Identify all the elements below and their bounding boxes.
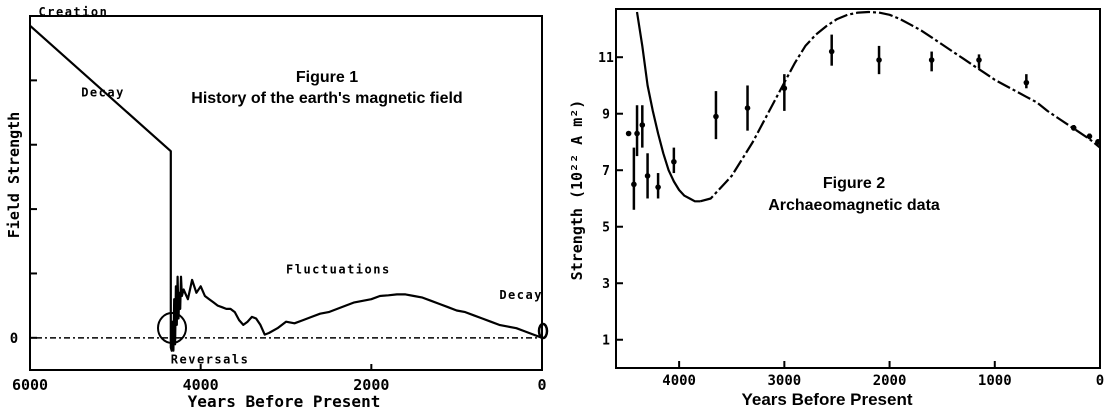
figure-1-annotation: Creation [39,5,109,19]
data-point [644,173,651,179]
figure-2-x-tick-label: 2000 [873,373,907,389]
field-strength-line [29,24,543,352]
figure-2-y-tick-label: 1 [602,334,610,349]
figure-1-annotation: Decay [81,85,125,99]
figure-2-x-ticks: 4000 3000 2000 1000 0 [662,361,1104,389]
figure-1-x-ticks: 6000 4000 2000 0 [12,364,547,394]
data-point [928,57,935,63]
figure-2-y-tick-label: 7 [602,164,610,179]
present-zero-marker [537,322,549,340]
figure-1-x-tick-label: 0 [537,376,546,394]
figure-1-x-tick-label: 4000 [183,376,219,394]
figure-2-x-tick-label: 4000 [662,373,696,389]
figure-2-y-tick-label: 3 [602,277,610,292]
data-point [781,85,788,92]
figure-1-series [29,24,543,352]
data-point [744,105,751,111]
data-point [1023,79,1030,86]
figure-2-y-tick-label: 11 [598,51,614,66]
figure-1-plot-frame [29,15,543,371]
early-model-curve [635,11,701,203]
data-point [713,113,719,120]
data-point [876,57,882,63]
figure-1-y-tick-label: 0 [10,331,18,347]
data-point [671,158,677,165]
figure-2: 4000 3000 2000 1000 0 1 3 5 7 9 11 Figure 2 Archa… [568,8,1104,409]
figure-2-title: Figure 2 [823,175,885,192]
figure-1-y-ticks: 0 [10,79,37,347]
figure-1-x-tick-label: 6000 [12,376,48,394]
figure-2-y-axis-label: Strength (10²² A m²) [568,100,586,281]
model-curve [699,10,1101,203]
figure-2-series [635,10,1101,203]
data-point [1070,125,1077,131]
reversals-highlight-circle [157,312,187,344]
figure-1-annotation: Fluctuations [286,262,391,276]
figure-1-annotation: Decay [499,288,543,302]
figure-2-x-tick-label: 3000 [767,373,801,389]
figure-1-annotations: Creation Decay Fluctuations Decay Reversals [39,5,543,367]
data-point [1095,139,1101,145]
data-point [639,122,646,128]
figure-2-x-tick-label: 0 [1096,373,1104,389]
figure-2-x-axis-label: Years Before Present [741,390,912,409]
data-point [655,184,661,190]
figure-1-title: Figure 1 [296,69,358,86]
data-point [625,130,632,137]
figure-1-annotation: Reversals [171,353,250,367]
figure-2-y-tick-label: 5 [602,221,610,236]
figure-2-x-tick-label: 1000 [978,373,1012,389]
figure-2-plot-frame [615,8,1101,369]
data-point [828,48,835,55]
figure-1-x-tick-label: 2000 [353,376,389,394]
figure-1: 6000 4000 2000 0 0 Creation Decay Fluctuation… [5,5,549,411]
data-point [976,57,982,63]
figure-2-subtitle: Archaeomagnetic data [768,197,940,214]
figure-1-subtitle: History of the earth's magnetic field [191,90,462,107]
data-point [631,181,637,188]
data-point [634,130,640,137]
data-point [1086,133,1093,140]
figure-1-y-axis-label: Field Strength [5,112,23,238]
figure-2-data-points [625,34,1101,210]
figure-2-y-tick-label: 9 [602,108,610,123]
figure-1-x-axis-label: Years Before Present [188,392,381,411]
figure-2-y-ticks: 1 3 5 7 9 11 [598,51,623,349]
